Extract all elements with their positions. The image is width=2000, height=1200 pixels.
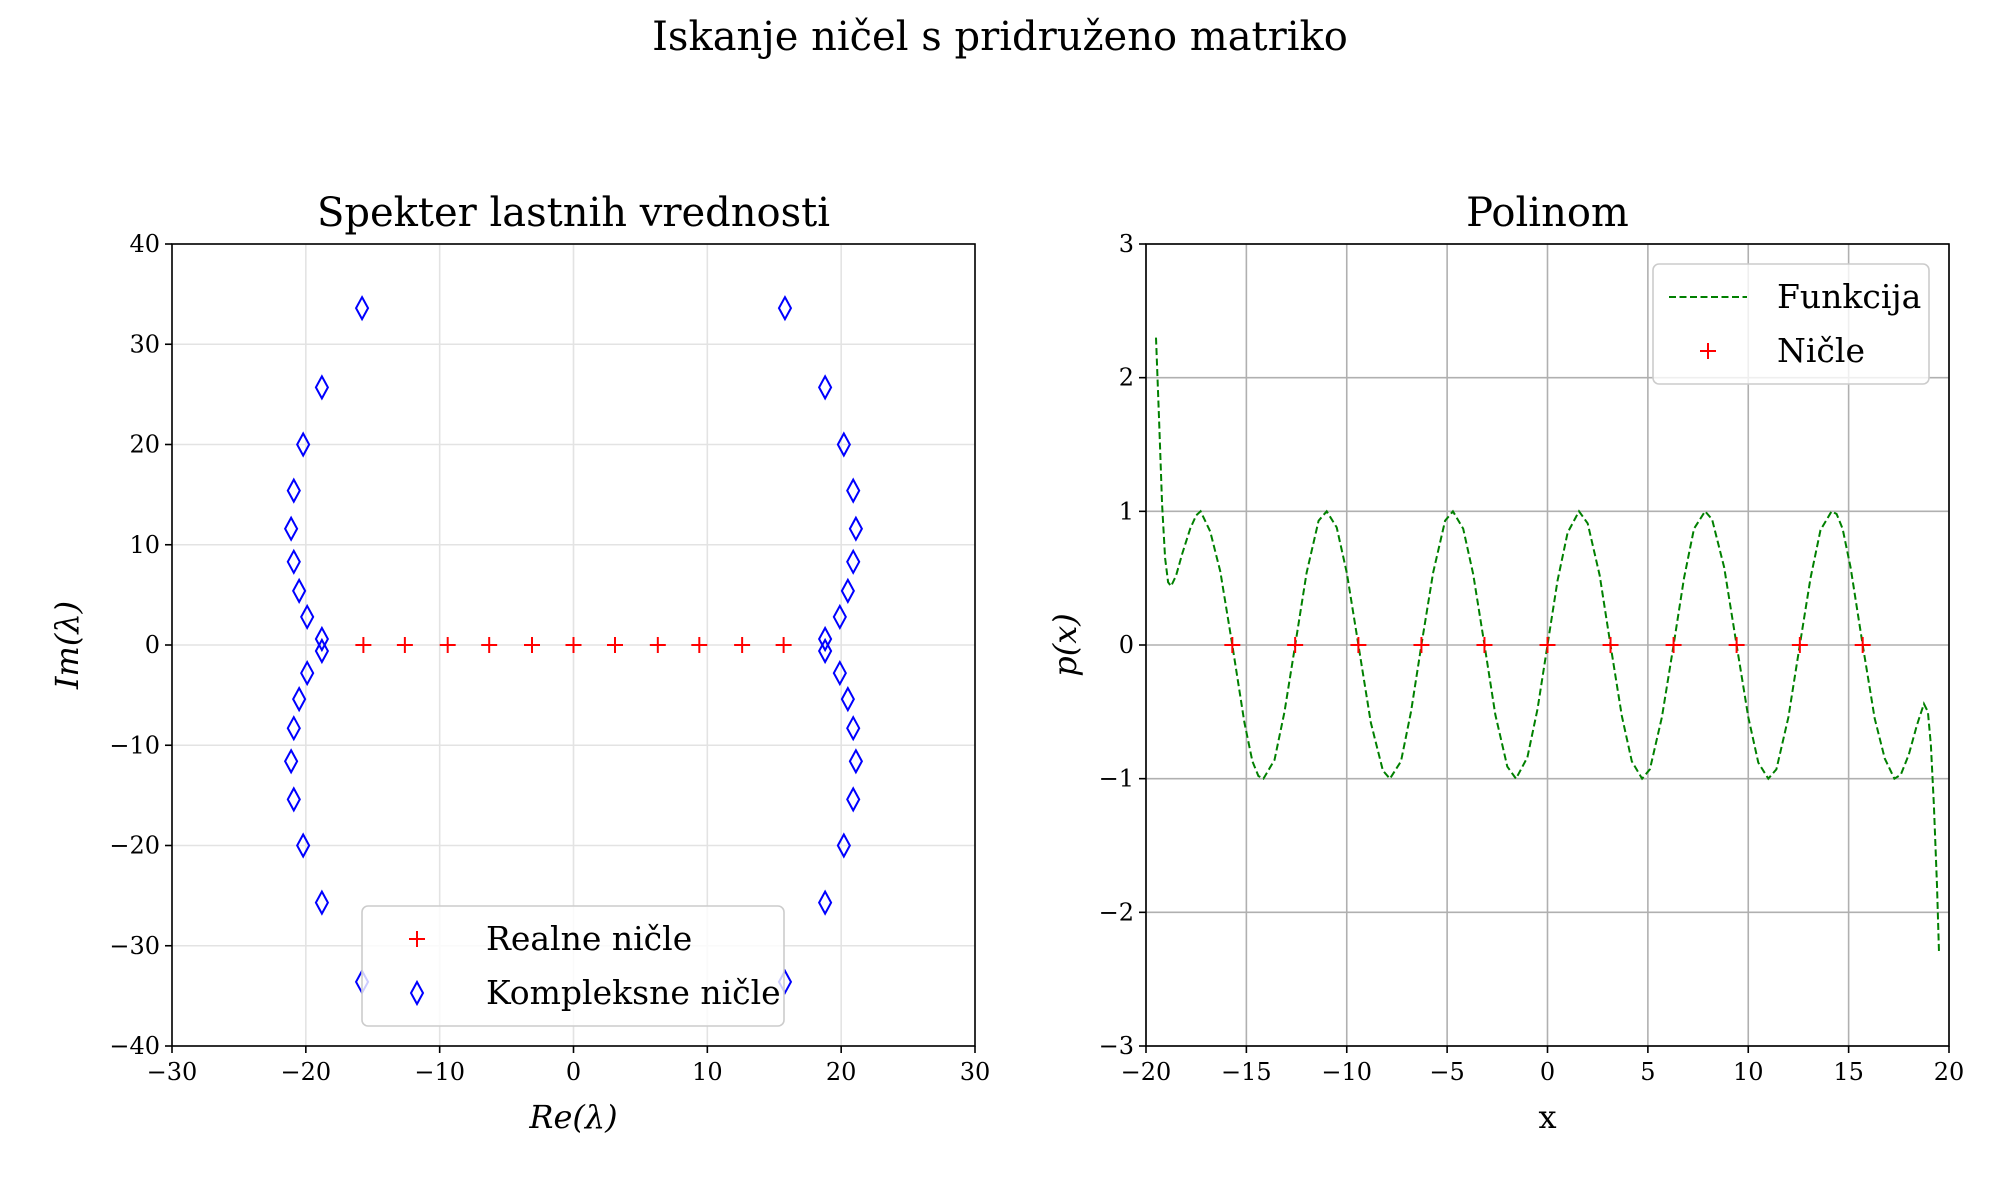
diamond-marker [286,715,301,742]
series-1 [1224,637,1871,653]
y-tick-label: −20 [109,832,160,860]
x-tick-label: −20 [281,1058,332,1086]
diamond-marker [300,659,315,687]
y-tick-label: 2 [1119,364,1134,392]
legend-box [1652,263,1930,385]
legend-marker [409,979,425,1007]
figure-title: Iskanje ničel s pridruženo matriko [652,14,1348,60]
diamond-marker [817,374,833,401]
axes-title: Spekter lastnih vrednosti [317,190,830,236]
series-0 [1155,337,1940,953]
polynomial-panel: −20 −15 −10 −5 0 5 10 15 20−3−2−10123Polinomxp(x… [1046,190,1964,1136]
y-tick-label: 0 [1119,631,1134,659]
x-axis-label: x [1538,1098,1556,1136]
diamond-marker [840,686,855,713]
diamond-marker [817,889,833,916]
diamond-marker [300,603,315,631]
y-tick-label: −10 [109,731,160,759]
diamond-marker [777,295,793,322]
y-tick-label: −30 [109,932,160,960]
y-tick-label: −40 [109,1032,160,1060]
x-tick-label: −30 [147,1058,198,1086]
diamond-marker [314,889,330,916]
y-tick-label: 3 [1119,230,1134,258]
y-tick-label: 20 [129,431,160,459]
x-tick-label: −15 [1221,1058,1272,1086]
x-tick-label: 0 [1540,1058,1555,1086]
y-tick-label: 10 [129,531,160,559]
x-tick-label: 20 [826,1058,857,1086]
diamond-marker [832,603,847,631]
diamond-marker [286,548,301,575]
diamond-marker [314,374,330,401]
legend-label: Ničle [1777,331,1865,370]
diamond-marker [836,832,851,859]
x-tick-label: 20 [1934,1058,1965,1086]
y-tick-label: 40 [129,230,160,258]
x-tick-label: −10 [1321,1058,1372,1086]
legend: Realne ničle Kompleksne ničle [361,905,785,1027]
legend: Funkcija Ničle [1652,263,1930,385]
diamond-marker [283,515,299,542]
x-tick-label: −5 [1429,1058,1464,1086]
x-tick-label: 30 [960,1058,991,1086]
y-tick-label: −3 [1099,1032,1134,1060]
legend-box [361,905,785,1027]
diamond-marker [846,548,861,575]
spectrum-panel: −30 −20 −10 0 10 20 30−40−30−20−10010203040Spe… [48,190,990,1136]
diamond-marker [296,832,311,859]
diamond-marker [848,515,864,542]
function-line [1155,337,1940,953]
y-axis-label: p(x) [1046,613,1084,677]
x-tick-label: −10 [414,1058,465,1086]
diamond-marker [846,786,861,813]
axes-title: Polinom [1466,190,1629,236]
y-tick-label: 30 [129,330,160,358]
diamond-marker [832,659,847,687]
legend-label: Kompleksne ničle [486,973,781,1012]
x-tick-label: 5 [1640,1058,1655,1086]
diamond-marker [314,625,330,653]
diamond-marker [817,637,833,665]
diamond-marker [292,577,307,604]
diamond-marker [354,295,370,322]
y-tick-label: −1 [1099,765,1134,793]
series-0 [355,637,792,653]
y-tick-label: −2 [1099,898,1134,926]
diamond-marker [846,477,861,504]
x-tick-label: 0 [566,1058,581,1086]
diamond-marker [840,577,855,604]
legend-label: Funkcija [1777,277,1921,316]
y-tick-label: 0 [145,631,160,659]
diamond-marker [286,477,301,504]
x-tick-label: 10 [692,1058,723,1086]
x-tick-label: 10 [1733,1058,1764,1086]
y-tick-label: 1 [1119,497,1134,525]
diamond-marker [848,748,864,775]
diamond-marker [296,431,311,458]
diamond-marker [846,715,861,742]
legend-label: Realne ničle [486,919,692,958]
diamond-marker [836,431,851,458]
x-axis-label: Re(λ) [528,1098,617,1136]
x-tick-label: −20 [1121,1058,1172,1086]
diamond-marker [286,786,301,813]
diamond-marker [314,637,330,665]
diamond-marker [292,686,307,713]
x-tick-label: 15 [1833,1058,1864,1086]
diamond-marker [817,625,833,653]
diamond-marker [283,748,299,775]
y-axis-label: Im(λ) [48,601,86,690]
